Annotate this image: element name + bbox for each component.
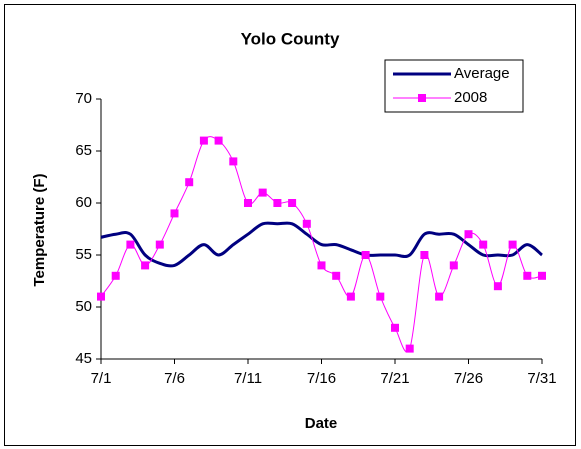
data-marker <box>229 157 238 166</box>
data-marker <box>376 292 385 301</box>
data-marker <box>405 344 414 353</box>
y-tick-label: 60 <box>75 194 92 211</box>
data-marker <box>523 271 532 280</box>
y-tick-label: 65 <box>75 142 92 159</box>
data-marker <box>155 240 164 249</box>
x-tick-label: 7/21 <box>380 370 409 387</box>
data-marker <box>273 199 282 207</box>
data-marker <box>170 209 179 218</box>
y-tick-label: 50 <box>75 298 92 315</box>
data-marker <box>538 271 546 280</box>
data-marker <box>332 271 341 280</box>
y-tick-label: 70 <box>75 90 92 107</box>
data-marker <box>493 282 502 291</box>
data-marker <box>420 251 429 259</box>
data-marker <box>317 261 326 270</box>
chart-title: Yolo County <box>241 29 340 48</box>
x-tick-label: 7/11 <box>234 370 262 387</box>
data-marker <box>435 292 444 301</box>
legend-marker <box>418 94 426 102</box>
data-marker <box>302 219 311 228</box>
data-marker <box>199 136 208 145</box>
legend-label: 2008 <box>454 89 487 106</box>
data-marker <box>141 261 150 270</box>
data-marker <box>244 199 252 207</box>
data-marker <box>346 292 355 301</box>
data-marker <box>479 240 488 249</box>
data-marker <box>185 178 194 187</box>
data-marker <box>391 323 399 332</box>
y-tick-label: 55 <box>75 246 92 263</box>
x-tick-label: 7/6 <box>164 370 185 387</box>
data-marker <box>288 199 297 207</box>
data-marker <box>449 261 458 270</box>
y-tick-label: 45 <box>75 350 92 367</box>
x-axis-label: Date <box>305 415 338 432</box>
data-marker <box>361 251 370 259</box>
y-axis-label: Temperature (F) <box>31 173 48 286</box>
data-marker <box>258 188 267 197</box>
data-marker <box>464 230 473 239</box>
data-marker <box>508 240 517 249</box>
x-tick-label: 7/31 <box>527 370 556 387</box>
data-marker <box>214 136 223 145</box>
legend-label: Average <box>454 65 510 82</box>
data-marker <box>126 240 135 249</box>
legend-box <box>384 59 524 113</box>
series-line <box>100 221 543 268</box>
data-marker <box>111 271 120 280</box>
x-tick-label: 7/26 <box>454 370 483 387</box>
x-tick-label: 7/1 <box>91 370 112 387</box>
x-tick-label: 7/16 <box>307 370 336 387</box>
data-marker <box>97 292 105 301</box>
